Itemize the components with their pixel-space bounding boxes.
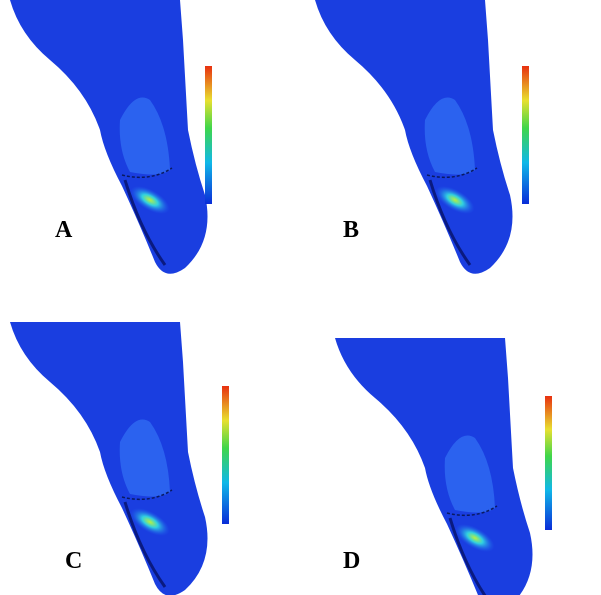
panel-label: D: [343, 548, 360, 574]
panel-d-model: [333, 336, 534, 595]
panel-label: A: [55, 217, 73, 243]
colorbar: [522, 66, 529, 204]
panel-label: B: [343, 217, 359, 243]
panel-c-model: [8, 320, 209, 595]
colorbar: [222, 386, 229, 524]
panel-label: C: [65, 548, 82, 574]
colorbar: [205, 66, 212, 204]
colorbar: [545, 396, 552, 530]
panel-a-model: [8, 0, 209, 276]
